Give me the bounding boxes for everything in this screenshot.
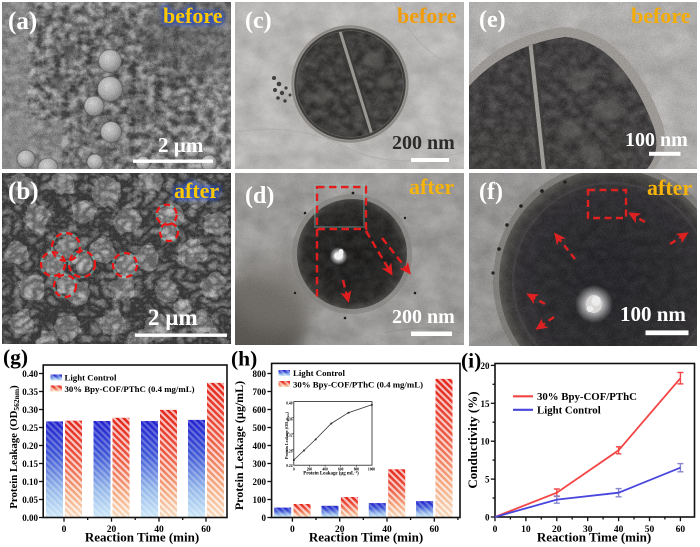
svg-text:20: 20 (107, 525, 117, 535)
svg-text:2 µm: 2 µm (158, 133, 204, 157)
svg-text:0.40: 0.40 (286, 402, 292, 406)
svg-text:(g): (g) (3, 345, 28, 369)
svg-text:40: 40 (614, 525, 624, 535)
svg-text:0: 0 (493, 525, 498, 535)
svg-text:0.36: 0.36 (286, 418, 292, 422)
svg-text:40: 40 (382, 525, 392, 535)
svg-text:(e): (e) (479, 7, 506, 33)
svg-text:200 nm: 200 nm (392, 132, 455, 154)
svg-text:after: after (174, 178, 219, 203)
svg-text:20: 20 (552, 525, 562, 535)
svg-text:0.40: 0.40 (22, 369, 38, 379)
svg-text:1000: 1000 (368, 468, 375, 472)
svg-text:30% Bpy-COF/PThC: 30% Bpy-COF/PThC (537, 391, 637, 403)
svg-text:300: 300 (253, 459, 267, 469)
svg-text:Light Control: Light Control (293, 368, 345, 378)
svg-text:100 nm: 100 nm (625, 129, 688, 151)
svg-text:30% Bpy-COF/PThC (0.4 mg/mL): 30% Bpy-COF/PThC (0.4 mg/mL) (293, 379, 423, 389)
svg-text:600: 600 (338, 468, 344, 472)
svg-text:30: 30 (583, 525, 593, 535)
svg-text:0: 0 (290, 525, 295, 535)
svg-text:Protein Leakage (µg/mL): Protein Leakage (µg/mL) (232, 381, 246, 510)
svg-text:0: 0 (262, 513, 267, 523)
svg-text:Light Control: Light Control (537, 405, 601, 417)
svg-text:after: after (409, 174, 454, 199)
svg-text:Conductivity (%): Conductivity (%) (465, 391, 480, 488)
svg-text:before: before (631, 3, 691, 28)
svg-text:2 µm: 2 µm (148, 305, 198, 330)
svg-text:200 nm: 200 nm (392, 306, 455, 328)
svg-text:Protein Leakage (OD562nm): Protein Leakage (OD562nm) (8, 385, 21, 509)
svg-text:0.30: 0.30 (22, 405, 38, 415)
svg-text:20: 20 (335, 525, 345, 535)
svg-text:10: 10 (481, 437, 491, 447)
svg-text:20: 20 (481, 361, 491, 371)
svg-text:Reaction Time (min): Reaction Time (min) (309, 529, 423, 544)
svg-text:60: 60 (430, 525, 440, 535)
svg-text:after: after (647, 175, 692, 200)
svg-text:60: 60 (201, 525, 211, 535)
svg-text:15: 15 (481, 399, 491, 409)
svg-text:400: 400 (322, 468, 328, 472)
svg-text:40: 40 (154, 525, 164, 535)
svg-text:400: 400 (253, 441, 267, 451)
svg-text:700: 700 (253, 387, 267, 397)
svg-text:Protein Leakage (µg mL-1): Protein Leakage (µg mL-1) (303, 470, 359, 476)
svg-text:0.28: 0.28 (286, 449, 292, 453)
svg-text:500: 500 (253, 423, 267, 433)
svg-text:100: 100 (253, 495, 267, 505)
svg-text:before: before (397, 3, 457, 28)
svg-text:after: after (174, 178, 219, 203)
svg-text:800: 800 (354, 468, 360, 472)
svg-text:0.35: 0.35 (22, 387, 38, 397)
svg-text:200: 200 (253, 477, 267, 487)
svg-text:(i): (i) (461, 349, 481, 373)
svg-text:60: 60 (676, 525, 686, 535)
svg-text:0.15: 0.15 (22, 459, 38, 469)
svg-text:10: 10 (521, 525, 531, 535)
svg-text:(c): (c) (245, 8, 272, 34)
svg-text:0: 0 (62, 525, 67, 535)
svg-text:50: 50 (645, 525, 655, 535)
svg-text:Light Control: Light Control (65, 373, 117, 383)
svg-text:(a): (a) (8, 8, 37, 35)
svg-text:before: before (163, 3, 223, 28)
svg-text:0: 0 (485, 513, 490, 523)
svg-text:(h): (h) (231, 347, 257, 371)
svg-text:100 nm: 100 nm (620, 302, 686, 326)
svg-text:0: 0 (293, 468, 295, 472)
svg-text:Reaction Time (min): Reaction Time (min) (85, 529, 199, 544)
svg-text:30% Bpy-COF/PThC (0.4 mg/mL): 30% Bpy-COF/PThC (0.4 mg/mL) (65, 384, 195, 394)
svg-text:0.00: 0.00 (22, 513, 38, 523)
svg-text:200: 200 (307, 468, 313, 472)
svg-text:0.10: 0.10 (22, 477, 38, 487)
svg-text:(d): (d) (245, 183, 274, 209)
svg-text:(f): (f) (479, 179, 503, 205)
svg-text:0.25: 0.25 (22, 423, 38, 433)
svg-text:0.24: 0.24 (286, 464, 292, 468)
svg-text:0.32: 0.32 (286, 433, 292, 437)
svg-text:before: before (163, 3, 223, 28)
svg-text:0.05: 0.05 (22, 495, 38, 505)
svg-text:0.20: 0.20 (22, 441, 38, 451)
svg-text:(b): (b) (8, 178, 39, 205)
svg-text:800: 800 (253, 369, 267, 379)
svg-text:5: 5 (485, 475, 490, 485)
svg-text:Reaction Time (min): Reaction Time (min) (537, 529, 651, 544)
svg-text:Protein Leakage (OD562nm): Protein Leakage (OD562nm) (284, 411, 290, 459)
svg-text:600: 600 (253, 405, 267, 415)
